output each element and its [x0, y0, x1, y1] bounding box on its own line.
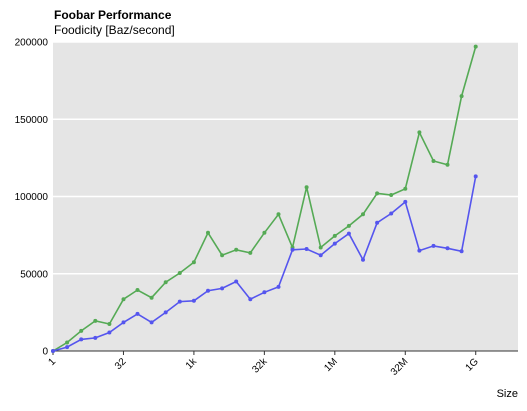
data-point — [177, 271, 182, 275]
data-point — [361, 257, 365, 262]
data-point — [417, 248, 422, 253]
data-point — [107, 330, 112, 335]
data-point — [304, 185, 309, 190]
data-point — [135, 288, 140, 292]
y-axis: 0 50000 100000 150000 200000 — [15, 38, 49, 358]
data-point — [163, 310, 168, 315]
data-point — [65, 345, 70, 350]
y-tick-label: 200000 — [15, 38, 49, 49]
data-point — [403, 199, 408, 204]
data-point — [177, 299, 182, 304]
y-tick-label: 0 — [42, 347, 48, 358]
data-point — [389, 193, 394, 197]
data-point — [220, 286, 225, 291]
data-point — [163, 280, 168, 285]
data-point — [375, 220, 380, 225]
data-point — [445, 246, 450, 251]
data-point — [248, 250, 253, 255]
data-point — [459, 249, 464, 254]
data-point — [135, 311, 140, 316]
data-point — [431, 243, 436, 248]
y-tick-label: 100000 — [15, 192, 49, 203]
data-point — [290, 247, 295, 252]
data-point — [332, 233, 337, 238]
data-point — [149, 320, 154, 325]
data-point — [206, 230, 210, 235]
data-point — [191, 298, 196, 303]
data-point — [417, 130, 422, 135]
data-point — [79, 328, 84, 333]
x-tick-label: 32k — [250, 356, 270, 376]
data-point — [403, 186, 408, 191]
x-tick-label: 1G — [464, 356, 481, 373]
data-point — [65, 340, 70, 345]
x-tick-label: 32M — [389, 356, 411, 378]
x-tick-label: 1 — [46, 356, 58, 368]
x-tick-label: 1M — [322, 356, 340, 374]
data-point — [93, 335, 98, 340]
data-point — [262, 290, 267, 295]
y-tick-label: 150000 — [15, 115, 49, 126]
data-point — [375, 191, 380, 196]
data-point — [121, 320, 126, 325]
data-point — [234, 279, 239, 284]
data-point — [346, 231, 351, 236]
data-point — [206, 288, 210, 293]
data-point — [473, 174, 478, 179]
data-point — [318, 245, 323, 250]
series-group — [51, 44, 478, 353]
data-point — [276, 284, 281, 289]
data-point — [389, 211, 394, 216]
data-point — [191, 260, 196, 265]
x-tick-label: 32 — [113, 356, 129, 372]
chart-subtitle: Foodicity [Baz/second] — [54, 23, 175, 37]
data-point — [459, 94, 464, 99]
data-point — [431, 159, 436, 163]
y-tick-label: 50000 — [20, 269, 48, 280]
data-point — [276, 212, 281, 217]
data-point — [51, 349, 55, 353]
x-axis: 1 32 1k 32k 1M 32M 1G — [46, 350, 518, 378]
chart-title: Foobar Performance — [54, 8, 172, 22]
data-point — [304, 247, 309, 251]
data-point — [149, 295, 154, 300]
data-point — [318, 253, 323, 258]
data-point — [262, 230, 267, 235]
data-point — [220, 253, 225, 258]
gridlines — [53, 41, 518, 275]
data-point — [234, 247, 239, 252]
data-point — [473, 44, 478, 49]
x-axis-label: Size — [497, 388, 518, 400]
data-point — [361, 212, 365, 217]
data-point — [248, 297, 253, 302]
x-tick-label: 1k — [184, 356, 200, 372]
data-point — [79, 337, 84, 342]
data-point — [332, 241, 337, 246]
data-point — [121, 297, 126, 302]
data-point — [346, 223, 351, 228]
data-point — [93, 318, 98, 323]
data-point — [107, 322, 112, 326]
data-point — [445, 162, 450, 167]
